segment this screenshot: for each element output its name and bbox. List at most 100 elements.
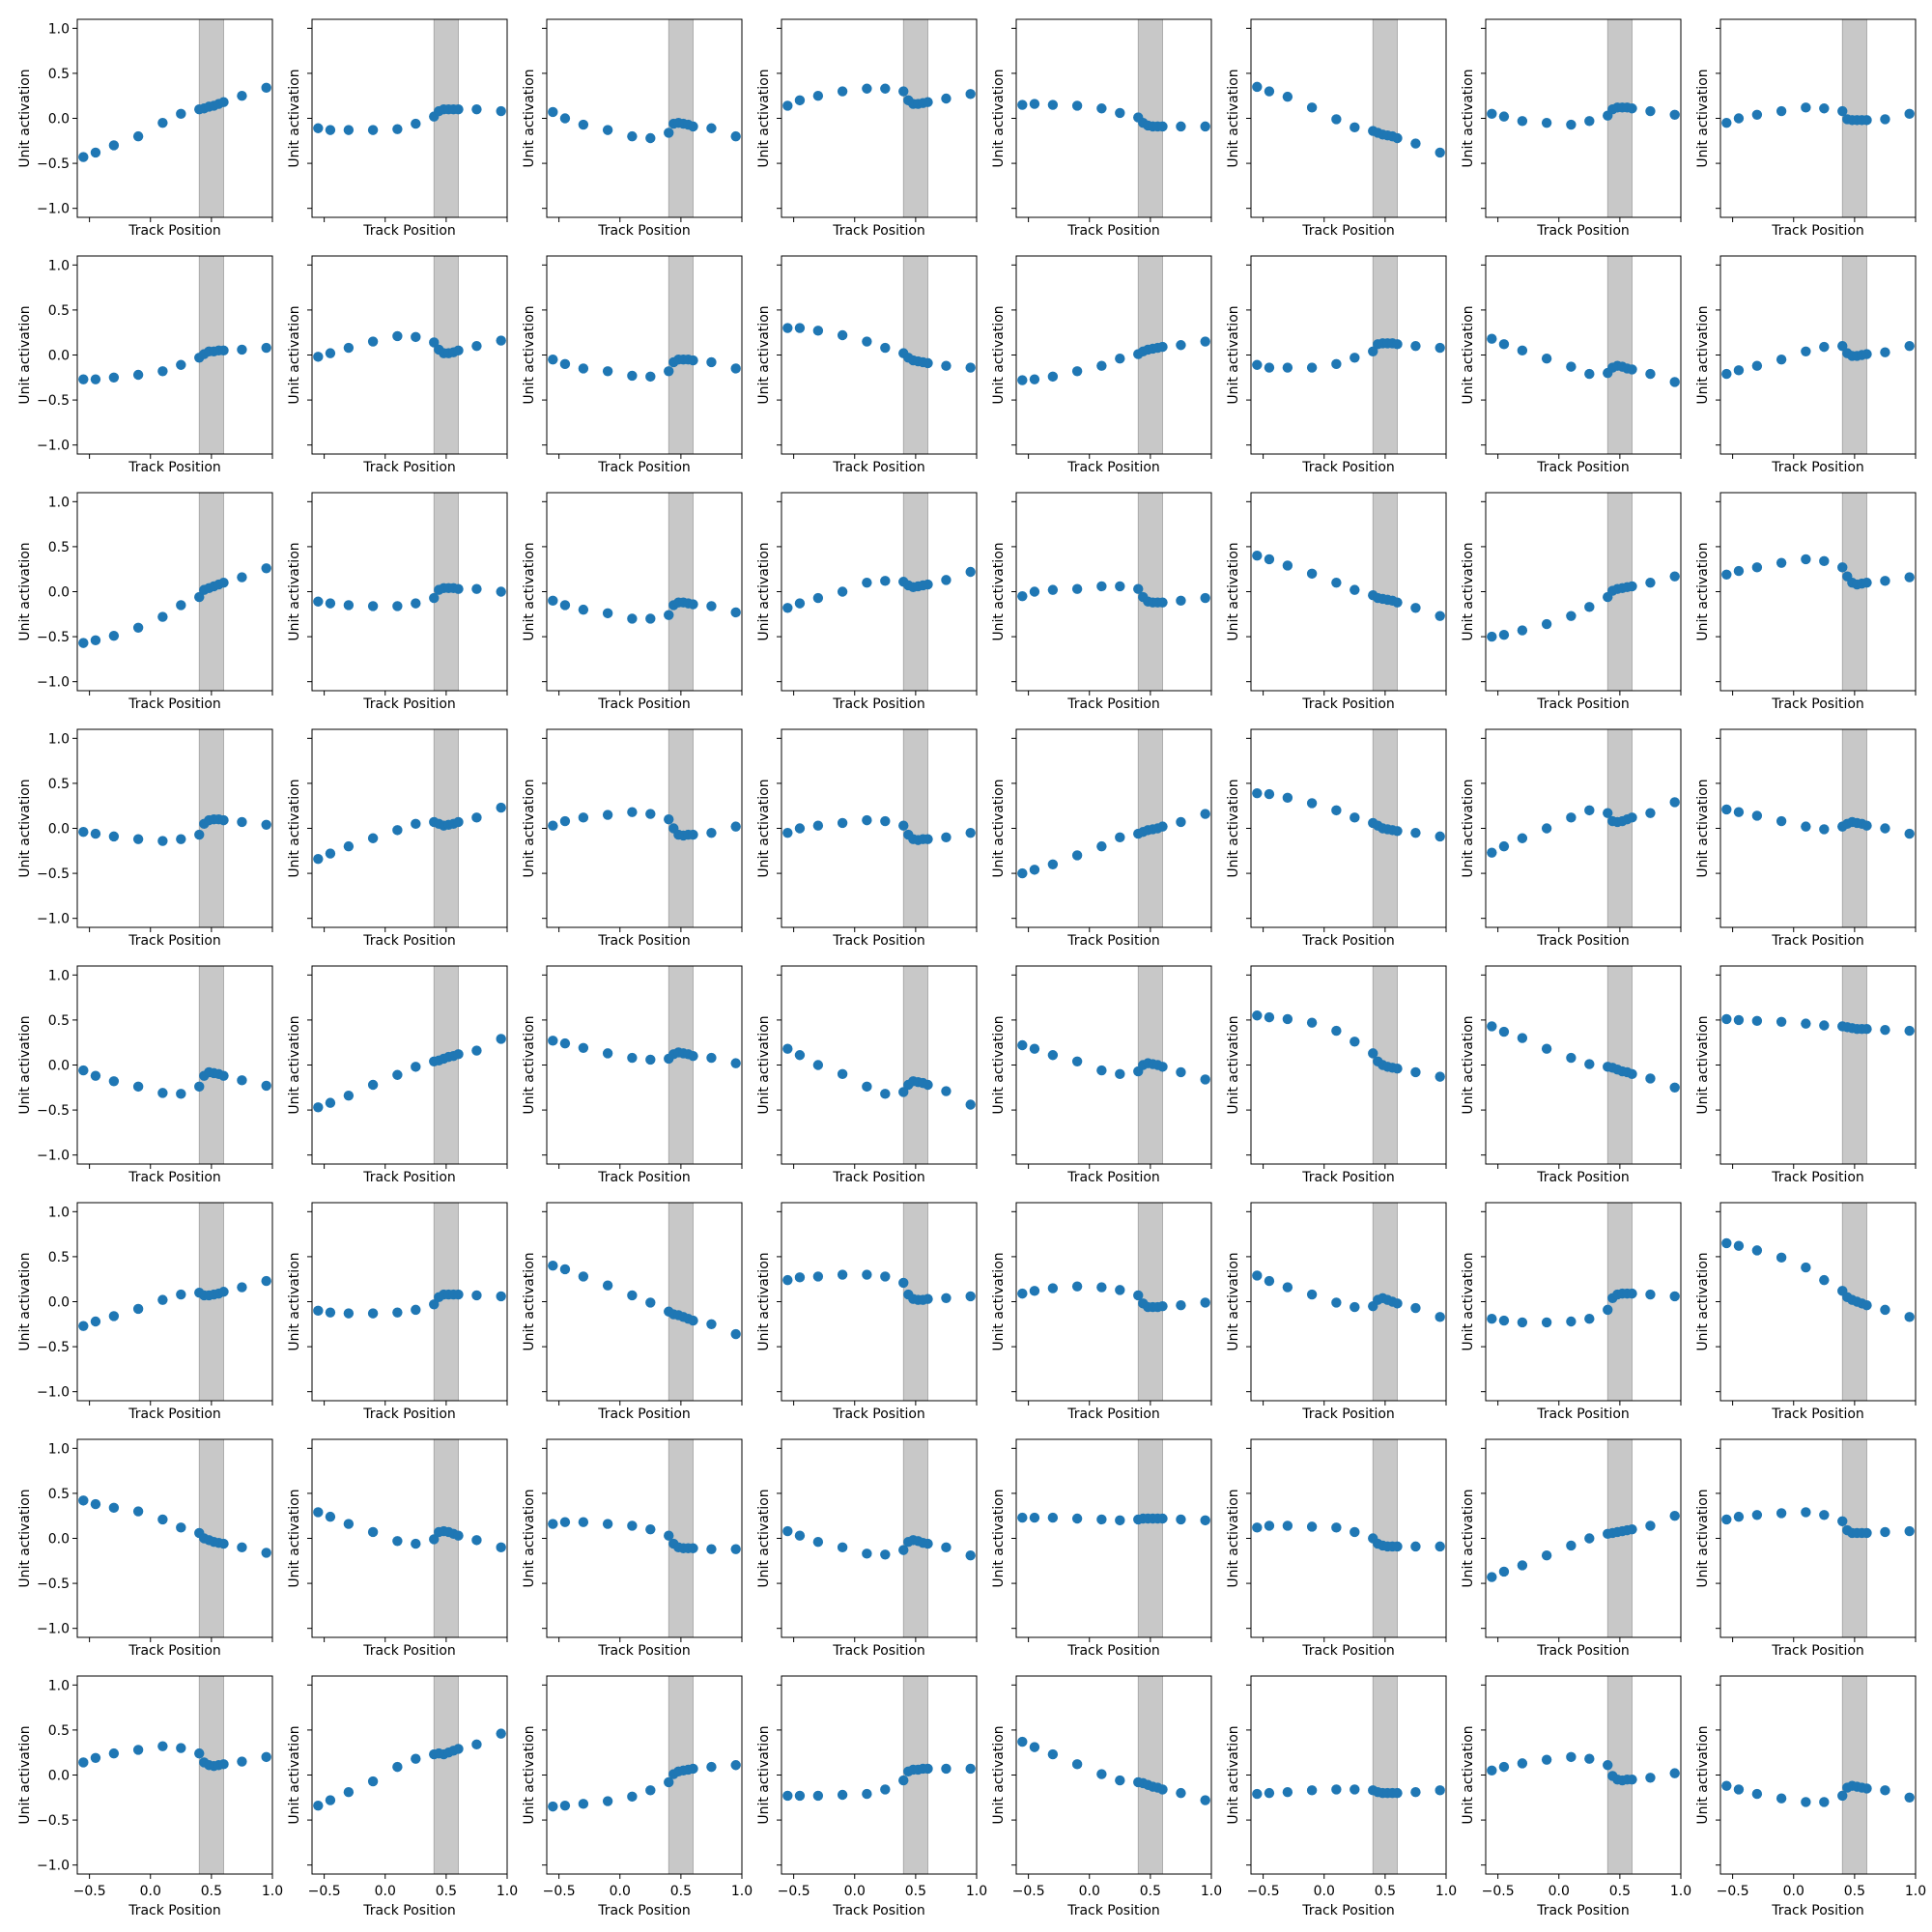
data-point — [1776, 815, 1787, 827]
data-point — [812, 326, 824, 336]
data-point — [688, 355, 698, 366]
data-point — [706, 356, 717, 368]
data-point — [1282, 1282, 1293, 1293]
subplot-r4-c4: Track Position Unit activation — [991, 965, 1212, 1185]
data-point — [1541, 1317, 1552, 1328]
subplot-r3-c4: Track Position Unit activation — [991, 728, 1212, 949]
data-point — [782, 1790, 793, 1802]
data-point — [176, 834, 186, 844]
data-point — [1115, 832, 1125, 843]
data-point — [471, 103, 482, 115]
y-tick-label: 0.0 — [48, 1295, 70, 1311]
data-point — [1029, 1286, 1040, 1296]
subplot-r6-c6: Track Position Unit activation — [1461, 1438, 1682, 1659]
data-point — [548, 820, 558, 831]
y-axis-label: Unit activation — [522, 542, 537, 640]
data-point — [194, 591, 205, 603]
data-point — [237, 816, 247, 828]
data-point — [1350, 1037, 1360, 1047]
data-point — [1669, 1768, 1680, 1778]
y-axis-label: Unit activation — [1226, 69, 1241, 167]
data-point — [1017, 375, 1028, 385]
data-point — [941, 1086, 952, 1096]
axes-frame — [1015, 255, 1212, 455]
data-point — [367, 1776, 379, 1787]
x-axis-label: Track Position — [1301, 696, 1395, 712]
data-point — [1435, 1071, 1445, 1082]
y-tick-label: −1.0 — [37, 675, 70, 691]
x-tick-label: 1.0 — [1201, 1884, 1222, 1899]
y-axis-label: Unit activation — [756, 305, 772, 404]
data-point — [90, 1316, 101, 1327]
data-point — [1200, 121, 1210, 132]
x-axis-label: Track Position — [362, 1170, 456, 1185]
subplot-r7-c1: −0.5 0.0 0.5 1.0 Track Position Unit activati… — [287, 1675, 518, 1918]
x-axis-label: Track Position — [1066, 1643, 1160, 1659]
x-axis-label: Track Position — [832, 1643, 925, 1659]
x-axis-label: Track Position — [832, 460, 925, 475]
data-point — [132, 1303, 144, 1315]
data-point — [1071, 366, 1083, 377]
x-axis-label: Track Position — [832, 1903, 925, 1918]
data-point — [578, 1517, 589, 1527]
data-point — [194, 1081, 205, 1093]
data-point — [496, 105, 506, 117]
subplot-r2-c5: Track Position Unit activation — [1226, 492, 1447, 712]
data-point — [1282, 560, 1293, 571]
y-tick-label: −0.5 — [37, 1813, 70, 1829]
data-point — [132, 1506, 144, 1517]
data-point — [645, 1054, 656, 1065]
data-point — [1733, 1240, 1745, 1251]
x-tick-label: −0.5 — [543, 1884, 576, 1899]
data-point — [1645, 105, 1656, 117]
data-point — [218, 97, 229, 107]
data-point — [1566, 1540, 1577, 1551]
data-point — [965, 566, 976, 578]
subplot-r6-c2: Track Position Unit activation — [522, 1438, 743, 1659]
axes-frame — [1250, 18, 1447, 218]
data-point — [548, 1261, 558, 1271]
data-point — [837, 817, 848, 829]
data-point — [261, 1548, 271, 1558]
data-point — [1733, 1014, 1745, 1026]
data-point — [1721, 1013, 1732, 1025]
data-point — [1071, 1759, 1083, 1770]
data-point — [1819, 341, 1830, 353]
data-point — [1603, 1760, 1613, 1771]
y-tick-label: 0.5 — [48, 67, 70, 82]
y-axis-label: Unit activation — [287, 69, 302, 167]
data-point — [1669, 1291, 1680, 1302]
axes-frame — [1719, 1438, 1917, 1638]
data-point — [688, 1543, 698, 1553]
data-point — [1751, 562, 1763, 573]
x-tick-label: 0.0 — [1314, 1884, 1335, 1899]
data-point — [1566, 361, 1577, 372]
data-point — [1627, 812, 1637, 823]
data-point — [496, 335, 506, 346]
data-point — [812, 592, 824, 604]
data-point — [1541, 1754, 1552, 1765]
data-point — [645, 132, 656, 144]
data-point — [898, 1277, 909, 1289]
data-point — [343, 1787, 355, 1798]
subplot-r6-c5: Track Position Unit activation — [1226, 1438, 1447, 1659]
data-point — [559, 600, 571, 611]
axes-frame — [311, 18, 508, 218]
data-point — [157, 836, 168, 846]
data-point — [706, 1052, 717, 1064]
data-point — [108, 831, 120, 842]
data-point — [1776, 1508, 1787, 1519]
data-point — [923, 834, 933, 844]
y-tick-label: 0.0 — [48, 112, 70, 128]
data-point — [1837, 1790, 1848, 1802]
data-point — [429, 1534, 440, 1545]
data-point — [1517, 1033, 1528, 1043]
data-point — [627, 130, 638, 142]
axes-frame — [546, 18, 743, 218]
x-axis-label: Track Position — [1536, 696, 1630, 712]
data-point — [1047, 371, 1059, 383]
data-point — [496, 1542, 506, 1553]
y-tick-label: 1.0 — [48, 1205, 70, 1220]
axes-frame — [546, 1202, 743, 1402]
subplot-r4-c1: Track Position Unit activation — [287, 965, 508, 1185]
